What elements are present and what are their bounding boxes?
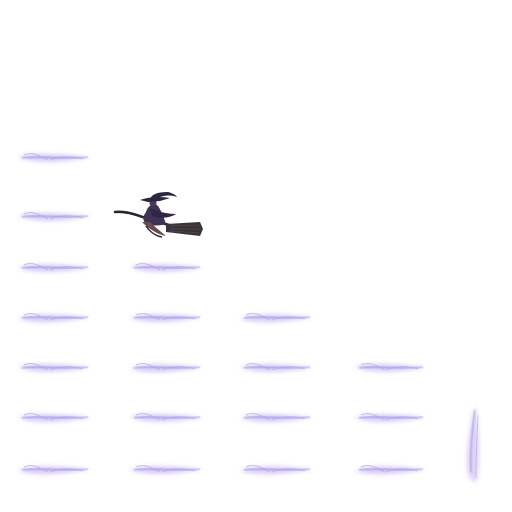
magic-trail-icon (18, 313, 90, 323)
magic-streak-vertical (466, 405, 480, 482)
magic-trail-icon (18, 153, 90, 162)
magic-trail-icon (130, 363, 202, 373)
witch-hat (140, 196, 170, 202)
magic-trail-icon (18, 212, 90, 221)
magic-trail-icon (130, 465, 202, 475)
magic-trail-icon (355, 363, 425, 372)
magic-trail-icon (240, 363, 312, 372)
magic-trail-icon (240, 413, 312, 423)
magic-trail-icon (240, 313, 312, 323)
magic-trail-icon (240, 465, 312, 475)
magic-trail-icon (18, 363, 90, 372)
magic-trail-icon (18, 263, 90, 273)
witch-cape (150, 208, 176, 218)
witch-on-broomstick-icon (113, 192, 203, 238)
magic-trail-icon (130, 413, 202, 422)
magic-trail-grid (18, 153, 425, 475)
magic-trail-icon (355, 413, 425, 423)
magic-trail-icon (355, 465, 425, 475)
magic-trail-icon (18, 413, 90, 423)
magic-trail-icon (130, 263, 202, 272)
magic-trail-icon (18, 465, 90, 475)
magic-trail-icon (130, 313, 202, 323)
